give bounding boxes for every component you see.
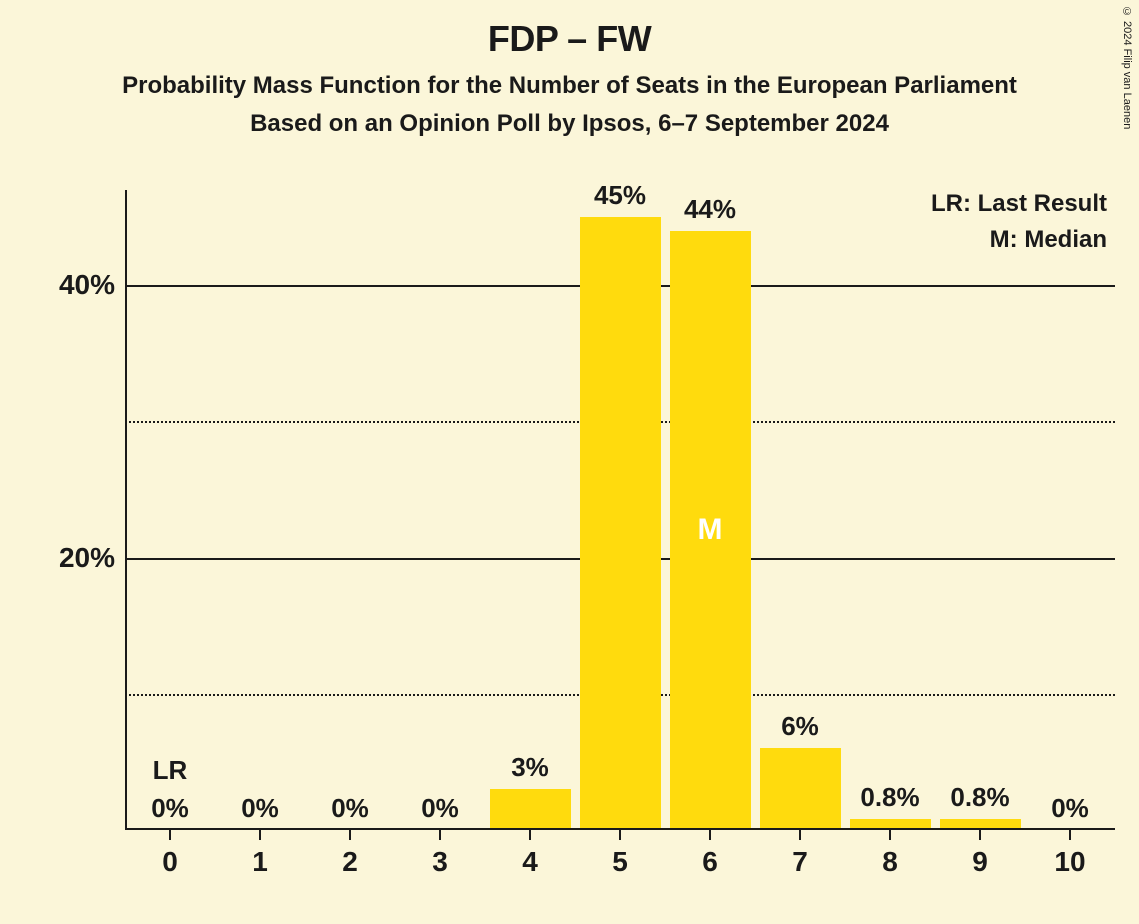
x-tick-label: 6 — [702, 846, 718, 878]
x-tick — [349, 830, 351, 840]
bar-value-label: 0% — [215, 793, 305, 824]
legend: LR: Last Result M: Median — [931, 190, 1107, 262]
bar-value-label: 44% — [665, 194, 755, 225]
bar — [490, 789, 571, 830]
median-marker: M — [670, 513, 751, 547]
plot-area: 20%40%0123456789100%LR0%0%0%3%45%M44%6%0… — [125, 190, 1115, 830]
x-tick-label: 7 — [792, 846, 808, 878]
x-tick-label: 9 — [972, 846, 988, 878]
bar-slot: 0.8% — [845, 190, 935, 830]
bar-value-label: 0% — [305, 793, 395, 824]
bar-value-label: 0% — [1025, 793, 1115, 824]
bar-slot: 0% — [1025, 190, 1115, 830]
y-tick-label: 20% — [40, 542, 115, 574]
x-tick-label: 0 — [162, 846, 178, 878]
x-tick — [709, 830, 711, 840]
x-tick — [979, 830, 981, 840]
bar-slot: 0% — [305, 190, 395, 830]
bar-value-label: 6% — [755, 711, 845, 742]
bar — [760, 748, 841, 830]
x-tick — [619, 830, 621, 840]
x-tick — [1069, 830, 1071, 840]
x-tick-label: 3 — [432, 846, 448, 878]
bar: M — [670, 231, 751, 830]
x-tick — [169, 830, 171, 840]
bar-slot: 0% — [215, 190, 305, 830]
x-tick-label: 1 — [252, 846, 268, 878]
bar-slot: 0.8% — [935, 190, 1025, 830]
legend-m: M: Median — [931, 226, 1107, 254]
bar-slot: 45% — [575, 190, 665, 830]
x-tick-label: 8 — [882, 846, 898, 878]
x-tick — [439, 830, 441, 840]
last-result-marker: LR — [125, 755, 215, 786]
bar-slot: 6% — [755, 190, 845, 830]
chart-area: 20%40%0123456789100%LR0%0%0%3%45%M44%6%0… — [40, 190, 1120, 900]
bar-value-label: 0.8% — [935, 782, 1025, 813]
bar-slot: 3% — [485, 190, 575, 830]
bar-value-label: 3% — [485, 752, 575, 783]
x-tick — [259, 830, 261, 840]
copyright-label: © 2024 Filip van Laenen — [1121, 6, 1133, 129]
chart-title: FDP – FW — [0, 18, 1139, 60]
bar-slot: 0% — [395, 190, 485, 830]
x-tick-label: 2 — [342, 846, 358, 878]
x-tick — [529, 830, 531, 840]
bar-slot: 0% LR — [125, 190, 215, 830]
x-tick-label: 5 — [612, 846, 628, 878]
x-axis — [125, 828, 1115, 830]
legend-lr: LR: Last Result — [931, 190, 1107, 218]
x-tick — [799, 830, 801, 840]
y-tick-label: 40% — [40, 269, 115, 301]
chart-subtitle-1: Probability Mass Function for the Number… — [0, 72, 1139, 100]
x-tick — [889, 830, 891, 840]
y-axis — [125, 190, 127, 830]
chart-subtitle-2: Based on an Opinion Poll by Ipsos, 6–7 S… — [0, 110, 1139, 138]
bar-slot: M 44% — [665, 190, 755, 830]
bars-container: 0%LR0%0%0%3%45%M44%6%0.8%0.8%0% — [125, 190, 1115, 830]
x-tick-label: 10 — [1054, 846, 1085, 878]
bar-value-label: 0% — [395, 793, 485, 824]
bar-value-label: 0% — [125, 793, 215, 824]
x-tick-label: 4 — [522, 846, 538, 878]
bar — [580, 217, 661, 830]
bar-value-label: 0.8% — [845, 782, 935, 813]
bar-value-label: 45% — [575, 180, 665, 211]
